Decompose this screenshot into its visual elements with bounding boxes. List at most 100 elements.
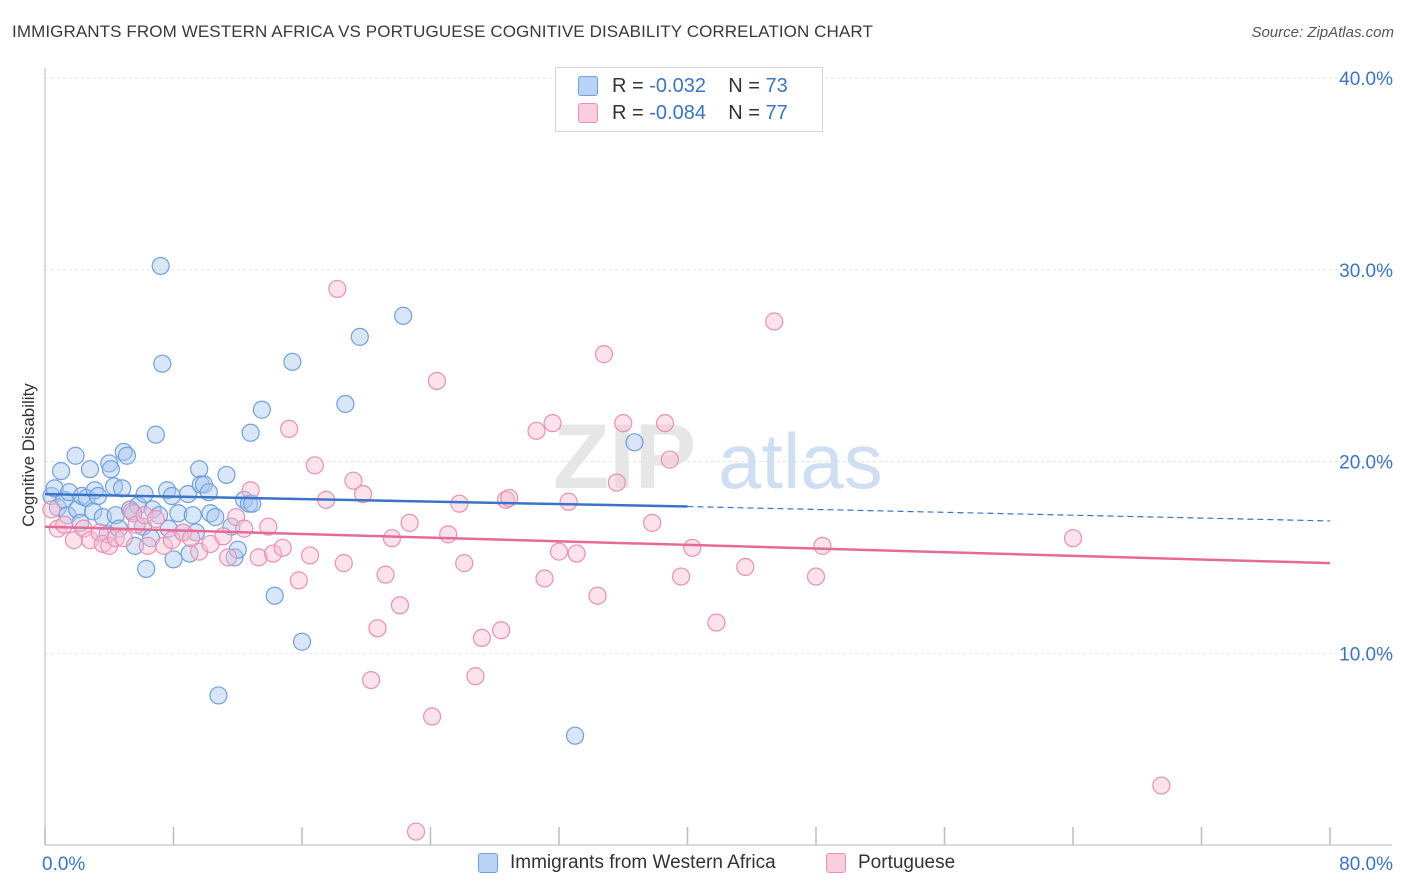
data-point — [146, 425, 165, 444]
data-point — [439, 525, 458, 544]
data-point — [66, 446, 85, 465]
series-western-africa-points — [42, 256, 644, 745]
x-tick-labels: 0.0% 80.0% — [42, 854, 1393, 875]
legend-series-label: Immigrants from Western Africa — [510, 852, 776, 873]
data-point — [707, 613, 726, 632]
data-point — [252, 400, 271, 419]
trend-line-portuguese — [44, 525, 1331, 565]
legend-item-western-africa[interactable]: Immigrants from Western Africa — [478, 852, 776, 874]
data-point — [305, 456, 324, 475]
watermark-zip: ZIP — [553, 406, 696, 508]
data-point — [382, 529, 402, 548]
data-point — [565, 726, 585, 745]
data-point — [643, 513, 662, 532]
data-point — [259, 517, 278, 536]
data-point — [350, 327, 369, 346]
y-tick-labels: 10.0% 20.0% 30.0% 40.0% — [1339, 69, 1393, 665]
data-point — [543, 414, 562, 433]
stats-legend: R = -0.032 N = 73 R = -0.084 N = 77 — [555, 67, 823, 132]
blue-swatch — [478, 853, 498, 873]
data-point — [209, 686, 228, 705]
data-point — [151, 256, 170, 276]
data-point — [228, 540, 247, 559]
data-point — [376, 565, 395, 584]
data-point — [567, 544, 586, 563]
data-point — [614, 414, 633, 433]
data-point — [549, 542, 569, 561]
data-point — [671, 567, 691, 586]
data-point — [283, 352, 302, 371]
data-point — [219, 548, 238, 567]
data-point — [217, 465, 236, 485]
data-point — [353, 484, 373, 504]
legend-row-portuguese: R = -0.084 N = 77 — [578, 101, 788, 125]
data-point — [1152, 776, 1171, 795]
data-point — [206, 508, 225, 527]
data-point — [157, 481, 177, 500]
data-point — [178, 484, 198, 504]
y-tick-label: 20.0% — [1339, 453, 1393, 474]
data-point — [190, 460, 209, 479]
y-tick-label: 40.0% — [1339, 69, 1393, 90]
data-point — [455, 554, 474, 573]
data-point — [765, 312, 784, 331]
data-point — [655, 414, 675, 433]
data-point — [559, 492, 578, 511]
data-point — [406, 822, 426, 841]
data-point — [1063, 529, 1083, 548]
data-point — [660, 450, 679, 469]
y-tick-label: 30.0% — [1339, 261, 1393, 282]
data-point — [263, 544, 283, 563]
data-point — [51, 461, 71, 481]
x-tick-label: 0.0% — [42, 854, 85, 875]
data-point — [289, 571, 308, 590]
grid-lines — [45, 77, 1392, 654]
data-point — [427, 371, 447, 391]
data-point — [80, 460, 100, 479]
legend-n-value: 77 — [765, 101, 788, 124]
data-point — [241, 481, 260, 500]
data-point — [183, 506, 202, 525]
legend-row-western-africa: R = -0.032 N = 73 — [578, 74, 788, 98]
trend-line-western-africa-extension — [687, 505, 1331, 522]
data-point — [280, 419, 299, 439]
data-point — [117, 446, 137, 465]
data-point — [101, 460, 120, 479]
legend-r-label: R = — [612, 74, 644, 97]
data-point — [265, 586, 284, 605]
data-point — [336, 394, 355, 414]
legend-item-portuguese[interactable]: Portuguese — [826, 852, 955, 874]
legend-r-label: R = — [612, 101, 644, 124]
data-point — [683, 538, 702, 557]
pink-swatch — [578, 103, 598, 123]
data-point — [813, 536, 832, 555]
axes — [44, 68, 1392, 846]
data-point — [594, 345, 614, 364]
trend-line-western-africa — [44, 492, 688, 508]
legend-r-value: -0.032 — [649, 74, 706, 97]
legend-r-value: -0.084 — [649, 101, 706, 124]
data-point — [535, 569, 554, 588]
data-point — [164, 550, 183, 569]
series-portuguese-points — [42, 279, 1171, 841]
trend-lines — [44, 492, 1331, 565]
legend-n-label: N = — [728, 101, 760, 124]
series-legend: Immigrants from Western Africa Portugues… — [0, 852, 1406, 878]
blue-swatch — [578, 76, 598, 96]
data-point — [394, 306, 413, 325]
data-point — [241, 423, 260, 442]
legend-n-value: 73 — [765, 74, 788, 97]
chart-title: IMMIGRANTS FROM WESTERN AFRICA VS PORTUG… — [12, 22, 873, 41]
data-point — [472, 628, 491, 648]
data-point — [390, 596, 410, 615]
data-point — [423, 707, 442, 726]
data-point — [292, 632, 312, 651]
data-point — [55, 515, 74, 534]
data-point — [588, 586, 607, 605]
data-point — [137, 559, 156, 578]
x-tick-label: 80.0% — [1339, 854, 1393, 875]
data-point — [273, 538, 292, 557]
data-point — [328, 279, 347, 299]
data-point — [146, 509, 165, 529]
